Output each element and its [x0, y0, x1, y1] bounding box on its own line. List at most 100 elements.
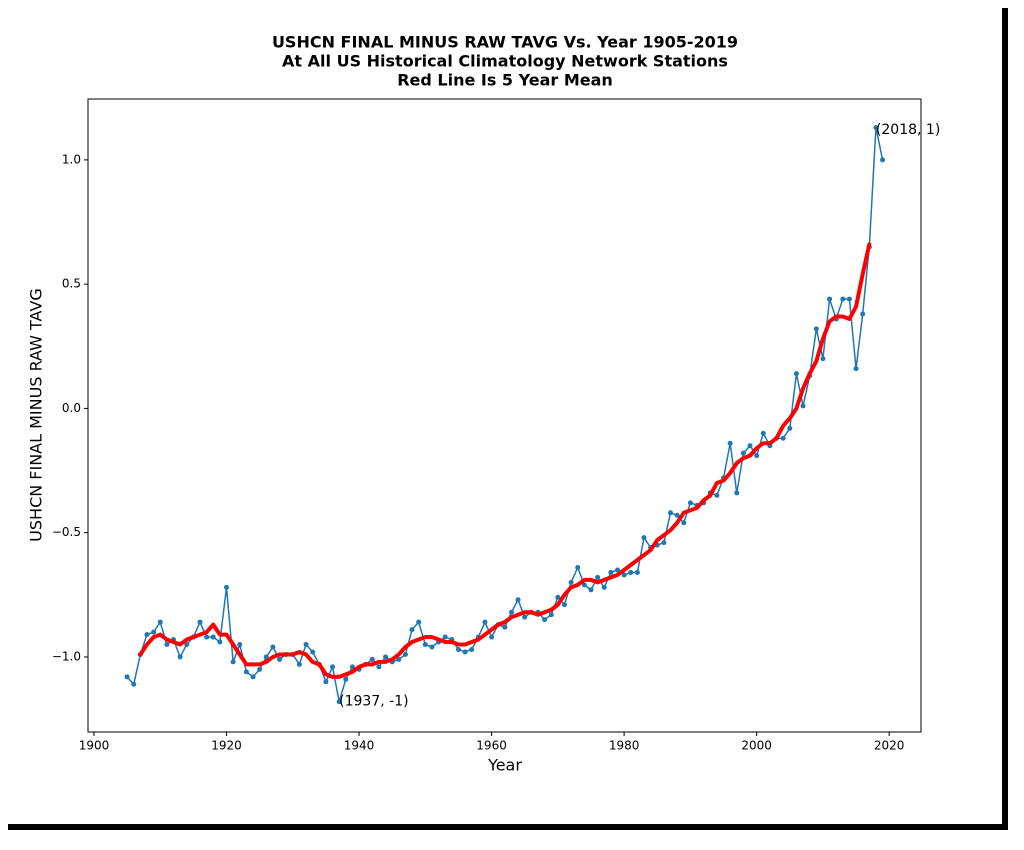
data-point — [502, 624, 508, 630]
data-point — [787, 425, 793, 431]
data-point — [217, 639, 223, 645]
data-point — [376, 664, 382, 670]
x-tick-label: 1940 — [344, 739, 375, 753]
data-point — [661, 540, 667, 546]
data-point — [455, 646, 461, 652]
data-point — [628, 569, 634, 575]
data-point — [621, 572, 627, 578]
annotation: (1937, -1) — [339, 694, 408, 710]
data-point — [754, 453, 760, 459]
data-point — [813, 326, 819, 332]
chart-title: Red Line Is 5 Year Mean — [397, 71, 613, 90]
data-point — [734, 490, 740, 496]
data-point — [369, 656, 375, 662]
data-point — [237, 642, 243, 648]
data-point — [349, 664, 355, 670]
data-point — [402, 651, 408, 657]
y-tick-label: 0.0 — [62, 401, 81, 415]
data-point — [277, 656, 283, 662]
data-point — [157, 619, 163, 625]
data-point — [396, 656, 402, 662]
data-point — [270, 644, 276, 650]
data-point — [204, 634, 210, 640]
data-point — [336, 699, 342, 705]
data-point — [303, 642, 309, 648]
chart-title: USHCN FINAL MINUS RAW TAVG Vs. Year 1905… — [272, 33, 738, 52]
data-point — [674, 512, 680, 518]
data-point — [820, 356, 826, 362]
data-point — [330, 664, 336, 670]
data-point — [416, 619, 422, 625]
x-tick-label: 1920 — [211, 739, 242, 753]
data-point — [873, 125, 879, 131]
data-point — [409, 627, 415, 633]
data-point — [846, 296, 852, 302]
data-point — [760, 430, 766, 436]
data-point — [515, 597, 521, 603]
data-point — [257, 666, 263, 672]
data-point — [343, 676, 349, 682]
data-point — [230, 659, 236, 665]
y-tick-label: −1.0 — [52, 649, 81, 663]
data-point — [687, 500, 693, 506]
data-point — [880, 157, 886, 163]
annotation: (2018, 1) — [876, 122, 940, 138]
data-point — [641, 535, 647, 541]
data-line — [138, 242, 872, 679]
data-point — [323, 679, 329, 685]
data-point — [634, 569, 640, 575]
data-point — [548, 612, 554, 618]
y-axis-label: USHCN FINAL MINUS RAW TAVG — [27, 288, 46, 542]
data-point — [210, 634, 216, 640]
data-point — [561, 602, 567, 608]
data-point — [482, 619, 488, 625]
data-point — [614, 567, 620, 573]
data-point — [197, 619, 203, 625]
data-point — [608, 569, 614, 575]
x-axis-label: Year — [487, 756, 522, 775]
data-point — [224, 584, 230, 590]
data-point — [462, 649, 468, 655]
frame — [2, 2, 1002, 824]
data-point — [151, 629, 157, 635]
data-point — [827, 296, 833, 302]
data-point — [740, 450, 746, 456]
data-point — [581, 582, 587, 588]
data-point — [595, 574, 601, 580]
data-point — [310, 649, 316, 655]
data-point — [184, 642, 190, 648]
data-point — [588, 587, 594, 593]
data-point — [250, 674, 256, 680]
data-point — [714, 492, 720, 498]
data-point — [442, 634, 448, 640]
data-point — [508, 609, 514, 615]
data-point — [747, 443, 753, 449]
y-tick-label: 1.0 — [62, 152, 81, 166]
data-point — [575, 564, 581, 570]
data-point — [522, 614, 528, 620]
x-tick-label: 1980 — [609, 739, 640, 753]
data-point — [489, 634, 495, 640]
x-tick-label: 1960 — [476, 739, 507, 753]
data-point — [555, 594, 561, 600]
data-point — [727, 440, 733, 446]
data-point — [469, 646, 475, 652]
data-point — [164, 642, 170, 648]
data-point — [429, 644, 435, 650]
plot-area — [87, 98, 922, 733]
data-point — [668, 510, 674, 516]
data-point — [296, 661, 302, 667]
y-tick-label: −0.5 — [52, 525, 81, 539]
data-point — [568, 579, 574, 585]
data-point — [263, 654, 269, 660]
data-point — [793, 371, 799, 377]
data-point — [177, 654, 183, 660]
data-point — [131, 681, 137, 687]
x-tick-label: 1900 — [79, 739, 110, 753]
x-tick-label: 2020 — [874, 739, 905, 753]
data-point — [853, 366, 859, 372]
data-point — [681, 520, 687, 526]
data-point — [542, 617, 548, 623]
data-point — [780, 435, 786, 441]
